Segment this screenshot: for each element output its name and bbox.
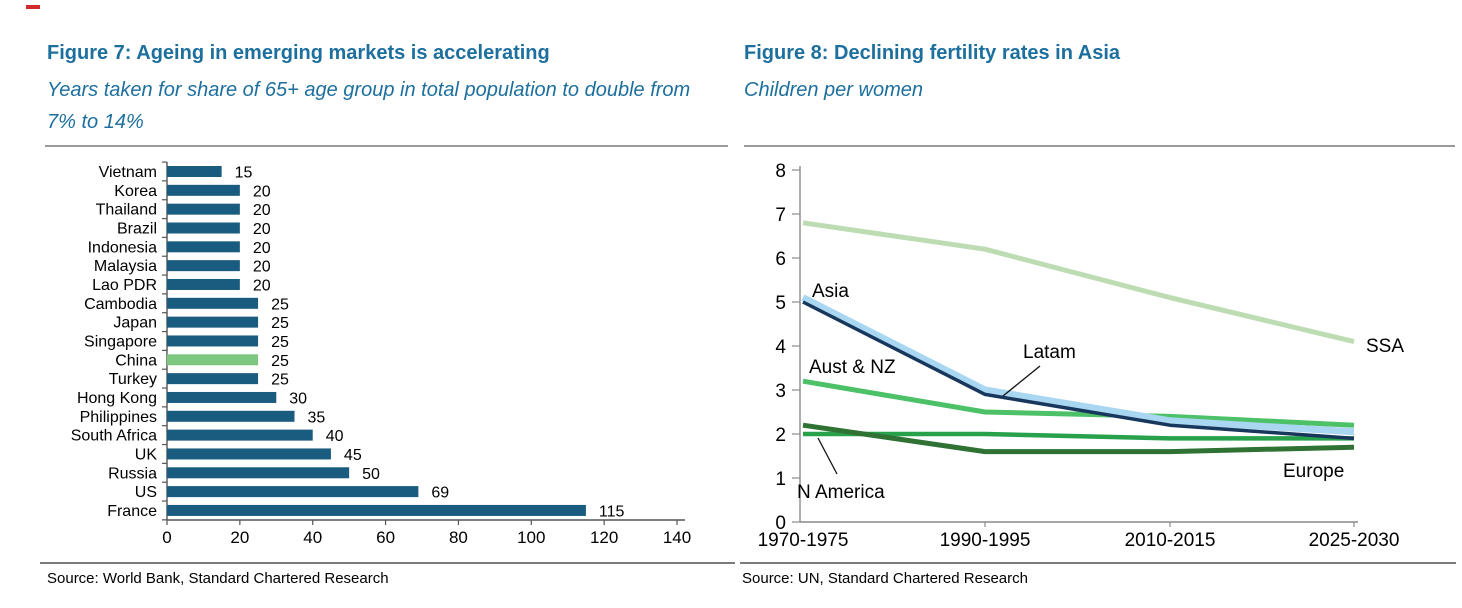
- svg-text:France: France: [107, 503, 157, 520]
- svg-text:2: 2: [775, 425, 786, 446]
- figure7-footer-rule: [40, 562, 735, 564]
- svg-text:80: 80: [449, 528, 468, 547]
- svg-text:Malaysia: Malaysia: [94, 258, 157, 275]
- svg-text:Asia: Asia: [812, 281, 849, 302]
- svg-text:SSA: SSA: [1366, 336, 1404, 357]
- svg-text:1970-1975: 1970-1975: [758, 530, 849, 551]
- svg-text:8: 8: [775, 161, 786, 182]
- svg-text:50: 50: [362, 466, 380, 483]
- svg-text:Turkey: Turkey: [109, 371, 157, 388]
- svg-text:20: 20: [253, 183, 271, 200]
- svg-text:Russia: Russia: [108, 465, 157, 482]
- svg-text:140: 140: [663, 528, 691, 547]
- svg-text:45: 45: [344, 447, 362, 464]
- svg-text:20: 20: [253, 202, 271, 219]
- svg-text:6: 6: [775, 249, 786, 270]
- svg-text:US: US: [135, 484, 157, 501]
- svg-text:40: 40: [326, 428, 344, 445]
- svg-text:20: 20: [253, 221, 271, 238]
- svg-text:5: 5: [775, 293, 786, 314]
- svg-text:Lao PDR: Lao PDR: [92, 277, 157, 294]
- svg-text:2025-2030: 2025-2030: [1309, 530, 1400, 551]
- svg-text:40: 40: [303, 528, 322, 547]
- figure8-footer-rule: [740, 562, 1456, 564]
- svg-text:Singapore: Singapore: [84, 333, 157, 350]
- svg-text:35: 35: [308, 409, 326, 426]
- svg-text:China: China: [115, 352, 157, 369]
- svg-text:0: 0: [162, 528, 171, 547]
- figure7-bar-chart: 0 20 40 60 80 100 120 140 Vietnam 15 Korea 20 Thaila…: [71, 161, 691, 547]
- figure8-header-rule: [744, 145, 1455, 147]
- svg-text:20: 20: [230, 528, 249, 547]
- svg-text:25: 25: [271, 372, 289, 389]
- svg-text:N America: N America: [797, 482, 885, 503]
- figure8-subtitle: Children per women: [744, 79, 923, 101]
- figure7-subtitle: Years taken for share of 65+ age group i…: [47, 79, 691, 133]
- svg-text:Japan: Japan: [113, 315, 157, 332]
- svg-text:2010-2015: 2010-2015: [1125, 530, 1216, 551]
- figure7-title: Figure 7: Ageing in emerging markets is …: [47, 42, 550, 64]
- svg-text:Philippines: Philippines: [80, 409, 157, 426]
- svg-text:30: 30: [289, 390, 307, 407]
- svg-text:25: 25: [271, 334, 289, 351]
- figure7-header-rule: [45, 145, 728, 147]
- svg-text:4: 4: [775, 337, 786, 358]
- svg-text:Brazil: Brazil: [117, 220, 157, 237]
- svg-text:South Africa: South Africa: [71, 428, 157, 445]
- svg-text:Latam: Latam: [1023, 342, 1076, 363]
- svg-text:25: 25: [271, 296, 289, 313]
- svg-text:0: 0: [775, 513, 786, 534]
- svg-text:UK: UK: [135, 446, 158, 463]
- svg-text:Cambodia: Cambodia: [84, 296, 157, 313]
- svg-text:20: 20: [253, 259, 271, 276]
- svg-text:1990-1995: 1990-1995: [940, 530, 1031, 551]
- svg-text:1: 1: [775, 469, 786, 490]
- figure8-title: Figure 8: Declining fertility rates in A…: [744, 42, 1121, 64]
- svg-text:Europe: Europe: [1283, 461, 1344, 482]
- svg-text:100: 100: [517, 528, 545, 547]
- svg-text:15: 15: [235, 165, 253, 182]
- svg-text:60: 60: [376, 528, 395, 547]
- svg-text:Vietnam: Vietnam: [99, 164, 157, 181]
- svg-text:Aust & NZ: Aust & NZ: [809, 357, 896, 378]
- svg-text:Korea: Korea: [114, 183, 157, 200]
- svg-text:69: 69: [431, 485, 449, 502]
- svg-text:20: 20: [253, 277, 271, 294]
- svg-text:7: 7: [775, 205, 786, 226]
- svg-text:Indonesia: Indonesia: [88, 239, 157, 256]
- svg-text:Thailand: Thailand: [96, 202, 157, 219]
- figure8-source: Source: UN, Standard Chartered Research: [742, 570, 1028, 587]
- svg-text:115: 115: [599, 503, 625, 520]
- svg-text:25: 25: [271, 353, 289, 370]
- svg-text:Hong Kong: Hong Kong: [77, 390, 157, 407]
- red-dash-mark: [26, 5, 40, 9]
- figure8-line-chart: 0 1 2 3 4 5 6 7 8 1970-1975 1990-1995 2010-2015 2025…: [758, 161, 1405, 551]
- svg-text:25: 25: [271, 315, 289, 332]
- figure7-source: Source: World Bank, Standard Chartered R…: [47, 570, 389, 587]
- svg-text:3: 3: [775, 381, 786, 402]
- svg-text:20: 20: [253, 240, 271, 257]
- svg-text:120: 120: [590, 528, 618, 547]
